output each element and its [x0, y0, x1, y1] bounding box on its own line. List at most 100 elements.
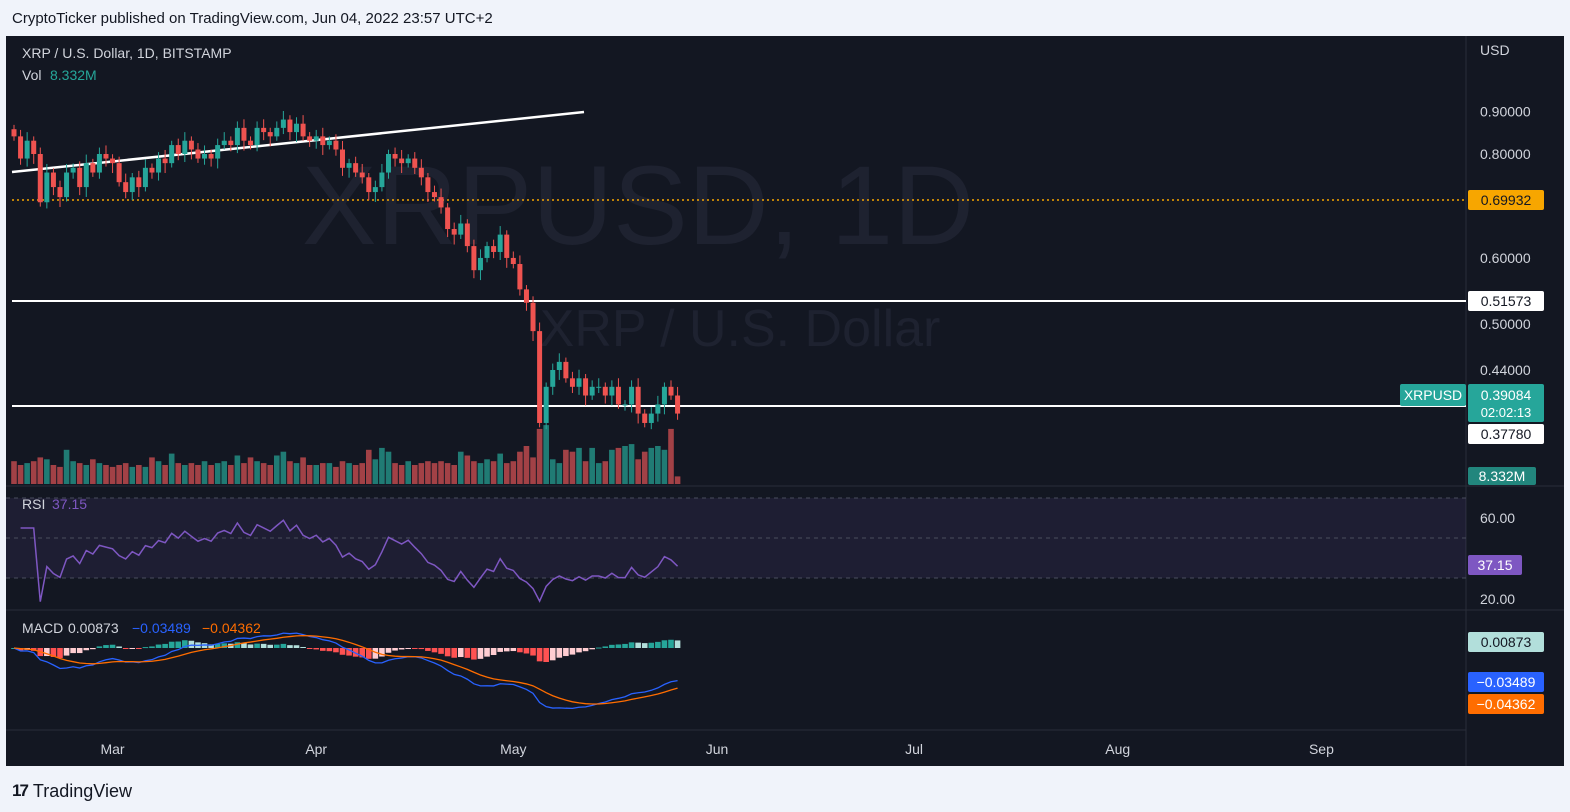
macd-histogram-bar — [543, 648, 549, 663]
macd-signal-legend: −0.04362 — [202, 620, 261, 636]
candle-body — [425, 177, 431, 193]
macd-histogram-bar — [451, 648, 457, 658]
macd-histogram-bar — [44, 648, 50, 657]
volume-bar — [83, 465, 90, 484]
macd-histogram-bar — [247, 644, 254, 648]
volume-bar — [484, 459, 490, 484]
volume-bar — [63, 449, 70, 484]
macd-line-badge — [1468, 672, 1544, 692]
macd-histogram-bar — [319, 648, 326, 651]
support-level-badge — [1468, 424, 1544, 444]
support-level-badge-text: 0.37780 — [1481, 426, 1532, 442]
volume-bar — [274, 455, 280, 484]
volume-bar — [50, 465, 57, 484]
volume-bar — [162, 465, 168, 484]
description-watermark: XRP / U.S. Dollar — [540, 300, 941, 358]
volume-bar — [149, 457, 155, 484]
candle-body — [326, 140, 332, 146]
volume-bar — [405, 461, 411, 484]
macd-histogram-bar — [300, 646, 306, 648]
macd-histogram-bar — [280, 643, 287, 648]
volume-bar — [523, 446, 530, 484]
macd-histogram-bar — [241, 643, 247, 648]
macd-histogram-bar — [70, 648, 76, 654]
symbol-badge-text: XRPUSD — [1404, 387, 1462, 403]
macd-histogram-bar — [471, 648, 477, 660]
macd-histogram-bar — [136, 648, 142, 649]
symbol-legend[interactable]: XRP / U.S. Dollar, 1D, BITSTAMP — [22, 45, 232, 61]
macd-histogram-bar — [674, 640, 681, 648]
candle-body — [418, 167, 424, 178]
candle-body — [675, 395, 681, 414]
candle-body — [596, 386, 602, 388]
macd-histogram-bar — [484, 648, 490, 657]
macd-histogram-bar — [549, 648, 556, 661]
volume-bar — [168, 453, 175, 484]
volume-bar — [280, 451, 287, 484]
macd-histogram-bar — [431, 648, 438, 653]
macd-histogram-bar — [182, 640, 188, 648]
candle-body — [405, 158, 411, 164]
macd-histogram-bar — [438, 648, 444, 654]
candle-body — [267, 132, 273, 137]
volume-bar — [668, 428, 674, 484]
candle-body — [372, 187, 378, 193]
volume-bar — [576, 447, 582, 484]
macd-histogram-bar — [109, 644, 116, 648]
candle-body — [451, 229, 457, 235]
volume-bar — [385, 451, 392, 484]
volume-bar — [221, 461, 228, 484]
macd-histogram-bar — [208, 644, 214, 648]
volume-bar — [175, 463, 182, 484]
candle-body — [248, 140, 254, 146]
candle-body — [44, 172, 50, 203]
volume-bar — [254, 461, 260, 484]
trend-line[interactable] — [11, 110, 585, 174]
candle-body — [517, 264, 523, 290]
candle-body — [445, 207, 451, 230]
candle-body — [129, 177, 135, 193]
macd-histogram-bar — [267, 644, 274, 648]
macd-histogram-bar — [661, 640, 668, 648]
candle-body — [18, 136, 24, 159]
macd-histogram-bar — [149, 646, 155, 648]
candle-body — [622, 404, 628, 406]
tradingview-logo-icon: 17 — [12, 781, 29, 800]
volume-bar — [503, 463, 510, 484]
chart-area[interactable]: XRPUSD, 1D XRP / U.S. Dollar XRP / U.S. … — [6, 36, 1564, 766]
macd-histogram-bar — [490, 648, 497, 656]
candle-body — [523, 289, 529, 303]
macd-line-legend: −0.03489 — [132, 620, 191, 636]
volume-bar — [635, 459, 641, 484]
price-chart[interactable]: XRPUSD, 1D XRP / U.S. Dollar XRP / U.S. … — [6, 36, 1564, 766]
candle-body — [156, 158, 162, 173]
candle-body — [668, 386, 674, 396]
volume-bar — [70, 461, 76, 484]
candle-body — [188, 140, 194, 150]
macd-histogram-bar — [175, 641, 182, 648]
macd-line-badge-text: −0.03489 — [1477, 674, 1536, 690]
macd-histogram-bar — [523, 648, 530, 654]
tradingview-logo[interactable]: 17 TradingView — [12, 781, 132, 802]
candle-body — [458, 223, 464, 235]
candle-body — [254, 127, 260, 146]
volume-bar — [536, 428, 543, 484]
macd-line — [13, 632, 678, 710]
candle-body — [556, 361, 562, 370]
macd-legend-label: MACD — [22, 620, 63, 636]
volume-bar — [300, 457, 306, 484]
volume-bar — [398, 465, 405, 484]
candle-body — [379, 172, 385, 188]
volume-bar — [628, 444, 635, 484]
macd-histogram-bar — [287, 645, 293, 648]
macd-histogram-bar — [411, 648, 418, 649]
candle-body — [234, 127, 240, 146]
volume-badge-text: 8.332M — [1479, 468, 1526, 484]
currency-label: USD — [1480, 42, 1510, 58]
candle-body — [11, 129, 17, 137]
macd-histogram-bar — [556, 648, 563, 658]
candle-body — [307, 136, 313, 141]
price-tick-label: 0.44000 — [1480, 362, 1531, 378]
time-axis[interactable]: Mar Apr May Jun Jul Aug Sep — [100, 741, 1334, 757]
candlesticks[interactable] — [11, 110, 681, 430]
